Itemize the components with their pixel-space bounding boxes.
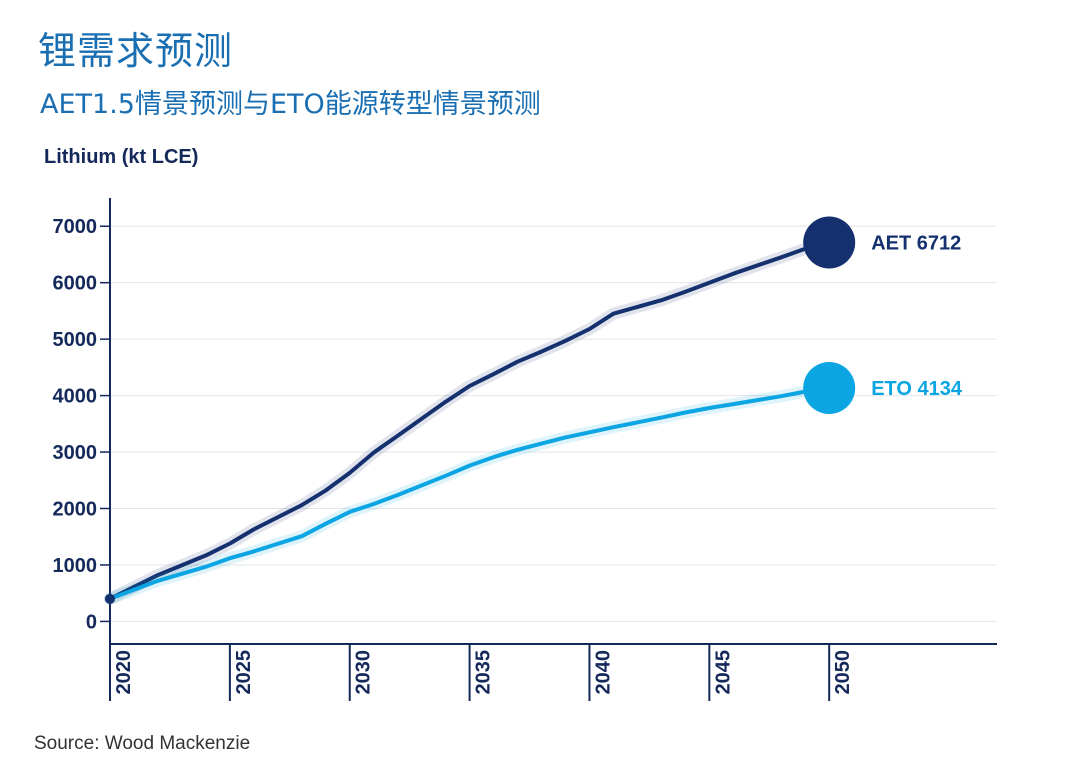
y-tick-label: 1000 bbox=[53, 555, 98, 577]
series-line-aet bbox=[108, 240, 832, 601]
x-tick-label: 2045 bbox=[712, 650, 734, 695]
start-point bbox=[105, 593, 115, 604]
x-tick-label: 2030 bbox=[353, 650, 375, 695]
series-lines bbox=[104, 236, 836, 605]
chart-subtitle: AET1.5情景预测与ETO能源转型情景预测 bbox=[40, 89, 541, 120]
x-tick-label: 2040 bbox=[592, 650, 614, 695]
y-tick-label: 4000 bbox=[53, 386, 98, 408]
x-tick-label: 2020 bbox=[113, 650, 135, 695]
end-marker-eto bbox=[803, 362, 856, 415]
end-label-aet: AET 6712 bbox=[871, 232, 961, 254]
source-note: Source: Wood Mackenzie bbox=[34, 733, 251, 754]
axes: 0 1000 2000 3000 4000 5000 6000 7000 2020 2025 203… bbox=[53, 198, 997, 701]
y-tick-label: 0 bbox=[86, 611, 97, 633]
y-tick-label: 6000 bbox=[53, 273, 98, 295]
chart-title: 锂需求预测 bbox=[38, 29, 234, 73]
x-tick-label: 2050 bbox=[832, 650, 854, 695]
series-halo-aet bbox=[104, 236, 836, 605]
y-tick-label: 7000 bbox=[53, 216, 98, 238]
x-tick-label: 2035 bbox=[473, 650, 495, 695]
y-axis-label: Lithium (kt LCE) bbox=[44, 146, 199, 168]
y-tick-label: 3000 bbox=[53, 442, 98, 464]
series-line-eto bbox=[108, 386, 832, 601]
y-tick-label: 2000 bbox=[53, 499, 98, 521]
end-marker-aet bbox=[803, 216, 856, 269]
gridlines bbox=[110, 225, 997, 622]
x-tick-label: 2025 bbox=[233, 650, 255, 695]
end-label-eto: ETO 4134 bbox=[871, 378, 963, 400]
y-tick-label: 5000 bbox=[53, 329, 98, 351]
end-labels: AET 6712 ETO 4134 bbox=[105, 216, 963, 604]
series-halo-eto bbox=[104, 382, 836, 605]
